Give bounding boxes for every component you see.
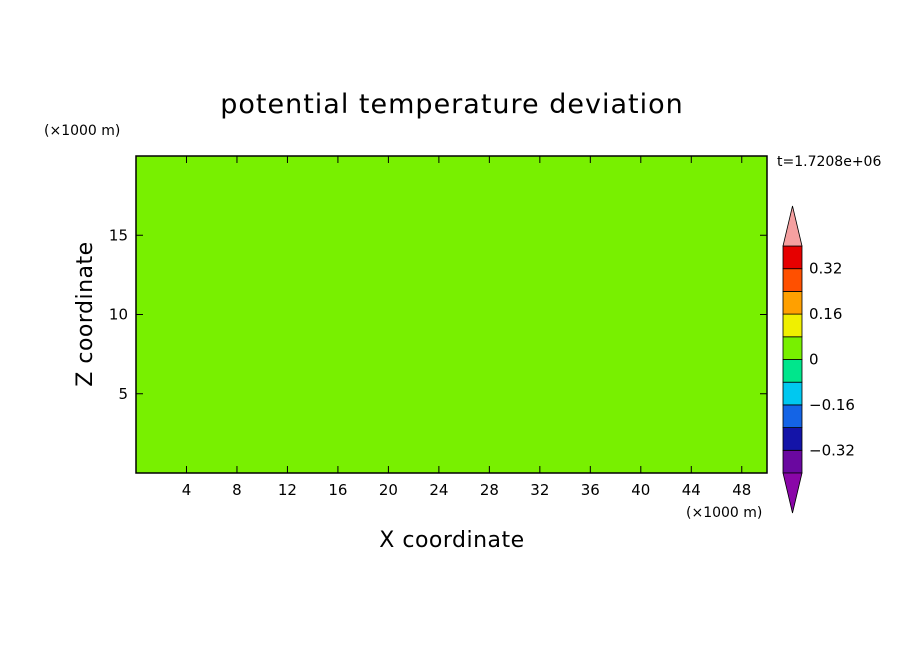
y-tick-label: 15 xyxy=(109,226,128,244)
x-tick-label: 48 xyxy=(732,481,751,499)
x-tick-label: 16 xyxy=(328,481,347,499)
x-tick-label: 32 xyxy=(530,481,549,499)
x-tick-label: 36 xyxy=(581,481,600,499)
colorbar-box xyxy=(782,336,803,360)
colorbar-label: 0.16 xyxy=(809,305,842,323)
contour-field xyxy=(136,156,767,473)
x-axis-unit: (×1000 m) xyxy=(686,505,762,521)
y-axis-unit: (×1000 m) xyxy=(44,123,120,139)
x-tick-label: 44 xyxy=(682,481,701,499)
x-tick-label: 8 xyxy=(232,481,242,499)
colorbar-label: −0.32 xyxy=(809,441,855,459)
x-tick-label: 12 xyxy=(278,481,297,499)
y-axis-label: Z coordinate xyxy=(73,241,98,386)
colorbar-box xyxy=(782,313,803,338)
x-axis-ticks: 4 8 12 16 20 24 28 32 36 40 44 48 xyxy=(182,156,751,499)
contour-region xyxy=(136,156,767,473)
x-tick-label: 40 xyxy=(631,481,650,499)
x-tick-label: 4 xyxy=(182,481,192,499)
y-axis-ticks: 5 10 15 xyxy=(109,226,767,403)
x-tick-label: 20 xyxy=(379,481,398,499)
colorbar-box xyxy=(782,245,803,270)
colorbar-box xyxy=(782,290,803,315)
colorbar-box xyxy=(782,268,803,292)
chart-title: potential temperature deviation xyxy=(220,89,683,120)
colorbar-min-triangle xyxy=(782,472,803,514)
colorbar-box xyxy=(782,449,803,474)
colorbar-label: −0.16 xyxy=(809,396,855,414)
time-label: t=1.7208e+06 xyxy=(777,154,881,170)
y-tick-label: 5 xyxy=(118,385,128,403)
colorbar-box xyxy=(782,381,803,406)
colorbar-label: 0 xyxy=(809,351,819,369)
x-tick-label: 28 xyxy=(480,481,499,499)
x-tick-label: 24 xyxy=(429,481,448,499)
y-tick-label: 10 xyxy=(109,306,128,324)
colorbar-max-triangle xyxy=(782,205,803,247)
colorbar-box xyxy=(782,359,803,383)
x-axis-label: X coordinate xyxy=(379,528,524,553)
colorbar-box xyxy=(782,427,803,451)
colorbar-label: 0.32 xyxy=(809,260,842,278)
colorbar-box xyxy=(782,404,803,428)
colorbar: −0.32 −0.16 0 0.16 0.32 xyxy=(782,205,855,514)
